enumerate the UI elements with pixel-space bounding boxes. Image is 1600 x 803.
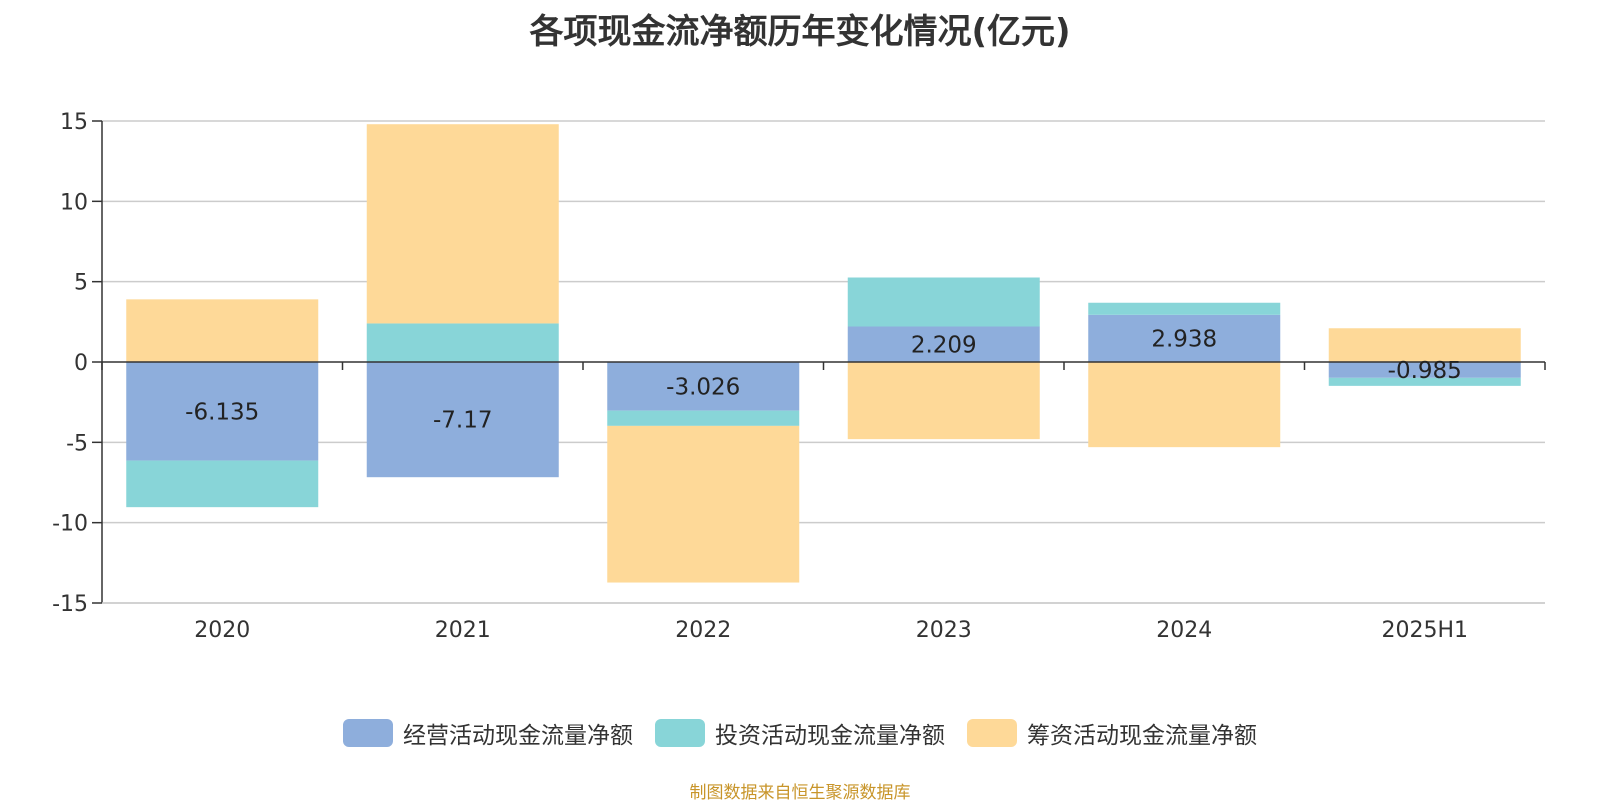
chart-plot: 15 10 5 0 -5 -10 -15 2020 2021 2022 2023 2024 2025H1… [52, 110, 1546, 643]
y-tick-label: -5 [66, 431, 88, 456]
bar-2023-series-1 [847, 277, 1040, 327]
legend-item-investing[interactable]: 投资活动现金流量净额 [655, 716, 945, 750]
axis-layer: 15 10 5 0 -5 -10 -15 2020 2021 2022 2023 2024 2025H1 [52, 110, 1546, 643]
source-note: 制图数据来自恒生聚源数据库 [689, 783, 911, 803]
x-tick-label-2024: 2024 [1156, 618, 1212, 643]
legend-item-financing[interactable]: 筹资活动现金流量净额 [967, 716, 1257, 750]
bar-2024-series-1 [1088, 302, 1281, 315]
bar-2024-series-0 [1088, 314, 1281, 362]
bar-2023-series-0 [847, 326, 1040, 362]
data-label-2022: -3.026 [666, 374, 740, 400]
bar-2024-series-2 [1088, 362, 1281, 448]
bar-layer [126, 124, 1521, 583]
x-tick-label-2021: 2021 [435, 618, 491, 643]
y-tick-label: -10 [52, 512, 88, 537]
y-tick-label: 10 [60, 190, 88, 215]
data-label-2021: -7.17 [433, 408, 493, 434]
legend-swatch-financing [967, 719, 1017, 747]
y-tick-label: 5 [74, 271, 88, 296]
y-tick-label: 15 [60, 110, 88, 135]
legend: 经营活动现金流量净额 投资活动现金流量净额 筹资活动现金流量净额 [0, 716, 1600, 750]
bar-2025H1-series-2 [1328, 328, 1521, 362]
legend-label-financing: 筹资活动现金流量净额 [1027, 723, 1257, 749]
bar-2021-series-0 [366, 362, 559, 478]
bar-2022-series-0 [607, 362, 800, 411]
data-label-2025H1: -0.985 [1388, 358, 1462, 384]
bar-2025H1-series-0 [1328, 362, 1521, 378]
bar-2020-series-1 [126, 460, 319, 508]
data-label-2023: 2.209 [911, 332, 977, 358]
bar-2025H1-series-1 [1328, 377, 1521, 386]
chart-title: 各项现金流净额历年变化情况(亿元) [529, 12, 1071, 52]
legend-label-investing: 投资活动现金流量净额 [715, 723, 945, 749]
x-tick-label-2022: 2022 [675, 618, 731, 643]
y-tick-label: 0 [74, 351, 88, 376]
legend-swatch-operating [343, 719, 393, 747]
bar-2020-series-0 [126, 362, 319, 461]
label-layer: -6.135 -7.17 -3.026 2.209 2.938 -0.985 [185, 326, 1462, 433]
bar-2022-series-1 [607, 410, 800, 426]
bar-2022-series-2 [607, 425, 800, 583]
bar-2020-series-2 [126, 299, 319, 362]
x-tick-label-2025H1: 2025H1 [1381, 618, 1468, 643]
data-label-2020: -6.135 [185, 399, 259, 425]
legend-item-operating[interactable]: 经营活动现金流量净额 [343, 716, 633, 750]
x-tick-label-2023: 2023 [916, 618, 972, 643]
y-tick-label: -15 [52, 592, 88, 617]
bar-2021-series-2 [366, 124, 559, 324]
x-tick-label-2020: 2020 [194, 618, 250, 643]
legend-label-operating: 经营活动现金流量净额 [403, 723, 633, 749]
bar-2023-series-2 [847, 362, 1040, 440]
legend-swatch-investing [655, 719, 705, 747]
bar-2021-series-1 [366, 323, 559, 362]
data-label-2024: 2.938 [1151, 326, 1217, 352]
